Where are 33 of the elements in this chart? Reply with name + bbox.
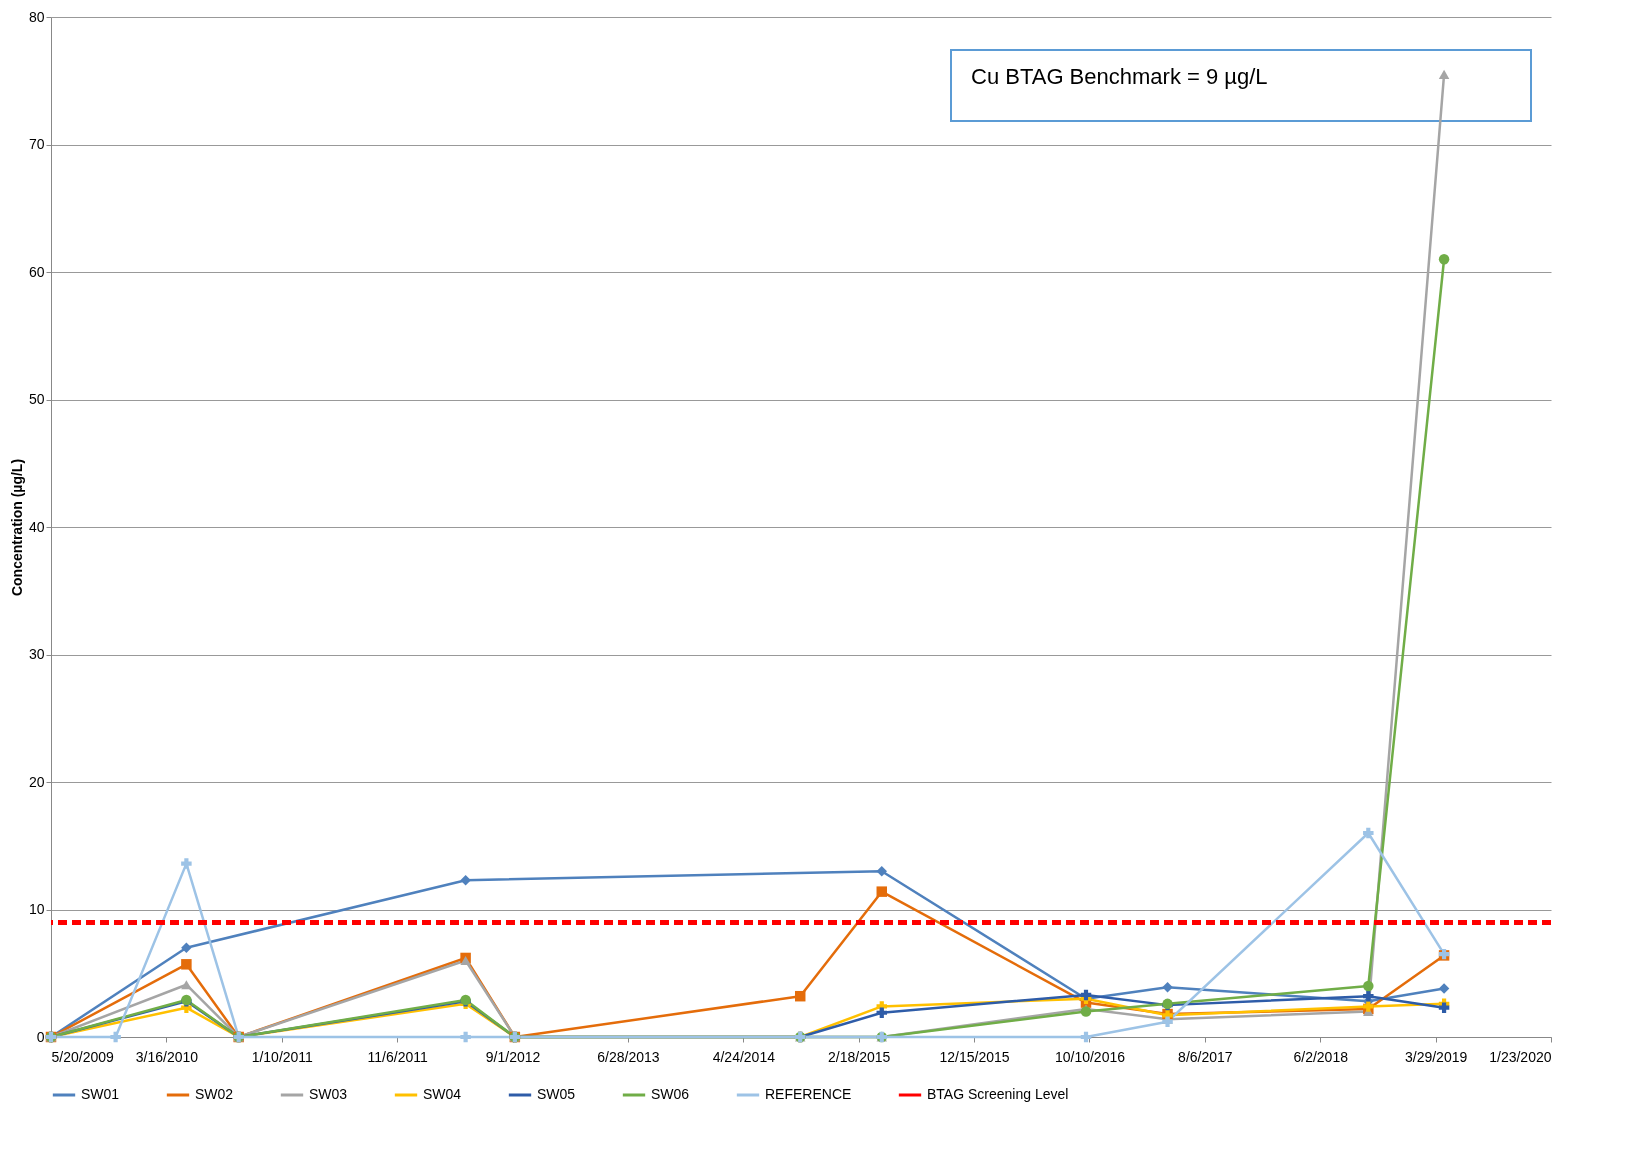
x-tick-label: 5/20/2009 bbox=[51, 1048, 114, 1065]
legend-label: SW03 bbox=[309, 1086, 348, 1102]
legend-label: SW06 bbox=[651, 1086, 690, 1102]
annotation: Cu BTAG Benchmark = 9 µg/L bbox=[971, 64, 1268, 89]
legend-label: SW02 bbox=[195, 1086, 234, 1102]
x-tick-label: 1/10/2011 bbox=[251, 1048, 314, 1065]
y-tick-label: 30 bbox=[28, 646, 45, 662]
y-tick-label: 80 bbox=[28, 8, 45, 25]
y-tick-label: 20 bbox=[28, 773, 45, 790]
x-tick-label: 6/28/2013 bbox=[597, 1048, 660, 1065]
y-tick-label: 70 bbox=[28, 136, 45, 152]
x-tick-label: 2/18/2015 bbox=[828, 1048, 891, 1065]
x-tick-label: 3/16/2010 bbox=[135, 1048, 199, 1065]
x-tick-label: 11/6/2011 bbox=[367, 1048, 428, 1065]
x-tick-label: 1/23/2020 bbox=[1489, 1048, 1552, 1065]
x-tick-label: 8/6/2017 bbox=[1178, 1048, 1233, 1065]
y-axis-title: Concentration (µg/L) bbox=[8, 458, 25, 597]
legend-label: BTAG Screening Level bbox=[927, 1086, 1069, 1102]
x-tick-label: 9/1/2012 bbox=[485, 1048, 541, 1065]
legend-label: SW04 bbox=[423, 1086, 462, 1102]
y-tick-label: 60 bbox=[28, 263, 45, 280]
x-tick-label: 10/10/2016 bbox=[1054, 1048, 1126, 1065]
x-tick-label: 4/24/2014 bbox=[712, 1048, 776, 1065]
y-tick-label: 50 bbox=[28, 391, 45, 407]
legend-label: SW01 bbox=[81, 1086, 120, 1102]
x-tick-label: 12/15/2015 bbox=[939, 1048, 1010, 1065]
y-tick-label: 0 bbox=[36, 1028, 45, 1045]
legend-label: REFERENCE bbox=[765, 1086, 852, 1102]
y-tick-label: 10 bbox=[28, 901, 45, 917]
x-tick-label: 6/2/2018 bbox=[1293, 1048, 1349, 1065]
legend-label: SW05 bbox=[537, 1086, 576, 1102]
y-tick-label: 40 bbox=[28, 518, 45, 535]
x-tick-label: 3/29/2019 bbox=[1404, 1048, 1468, 1065]
